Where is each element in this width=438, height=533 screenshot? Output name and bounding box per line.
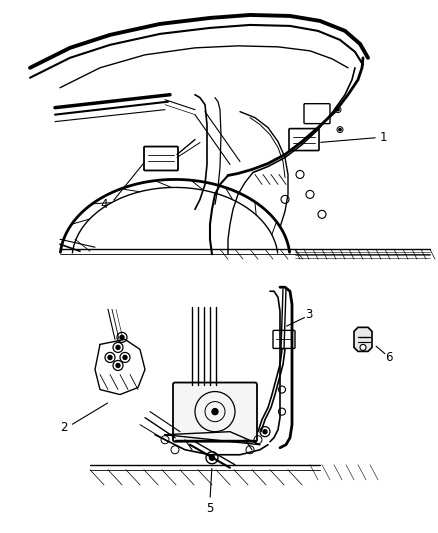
Circle shape bbox=[120, 335, 124, 340]
Text: 2: 2 bbox=[60, 421, 68, 434]
Text: 1: 1 bbox=[380, 131, 388, 144]
FancyBboxPatch shape bbox=[289, 128, 319, 150]
Circle shape bbox=[263, 430, 267, 434]
Circle shape bbox=[209, 455, 215, 461]
Circle shape bbox=[116, 345, 120, 350]
Polygon shape bbox=[354, 327, 372, 351]
FancyBboxPatch shape bbox=[144, 147, 178, 171]
FancyBboxPatch shape bbox=[304, 104, 330, 124]
Circle shape bbox=[108, 356, 112, 359]
Text: 5: 5 bbox=[206, 502, 214, 515]
Text: 4: 4 bbox=[100, 198, 108, 211]
FancyBboxPatch shape bbox=[173, 383, 257, 442]
Circle shape bbox=[337, 108, 339, 111]
Circle shape bbox=[360, 344, 366, 350]
Text: 6: 6 bbox=[385, 351, 392, 364]
Circle shape bbox=[116, 364, 120, 367]
Circle shape bbox=[123, 356, 127, 359]
Circle shape bbox=[339, 128, 341, 131]
FancyBboxPatch shape bbox=[273, 330, 295, 349]
Text: 3: 3 bbox=[305, 308, 312, 321]
Circle shape bbox=[212, 409, 218, 415]
